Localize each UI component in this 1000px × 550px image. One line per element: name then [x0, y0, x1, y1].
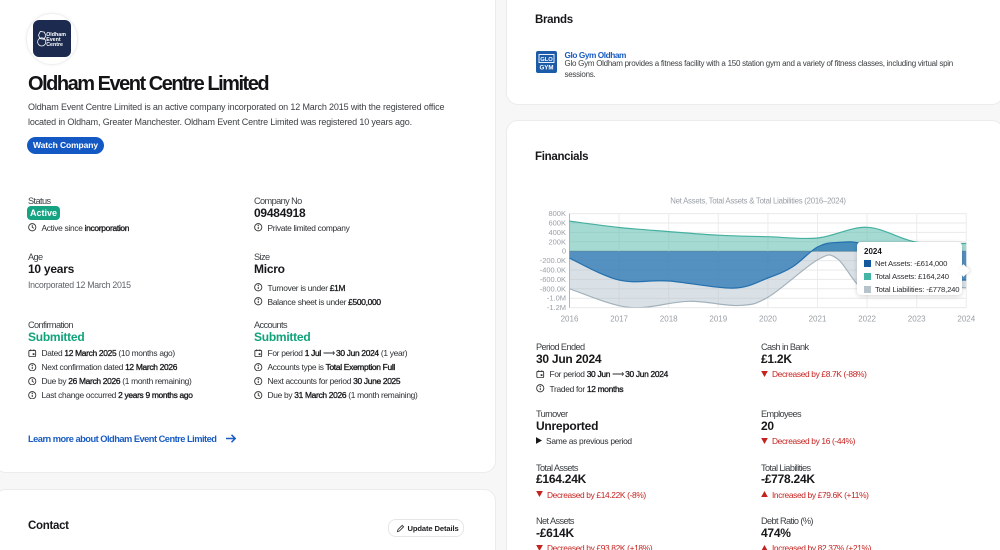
svg-text:2018: 2018 — [660, 315, 678, 324]
svg-text:2019: 2019 — [709, 315, 727, 324]
svg-text:400K: 400K — [548, 228, 566, 237]
svg-text:2024: 2024 — [957, 315, 975, 324]
svg-text:2020: 2020 — [759, 315, 777, 324]
svg-text:600K: 600K — [548, 219, 566, 228]
svg-text:2016: 2016 — [561, 315, 579, 324]
svg-text:Centre: Centre — [46, 41, 63, 47]
svg-text:-1.2M: -1.2M — [547, 303, 566, 312]
svg-text:2021: 2021 — [809, 315, 827, 324]
svg-text:GLO: GLO — [540, 57, 553, 63]
svg-text:2017: 2017 — [610, 315, 628, 324]
svg-text:-800.0K: -800.0K — [540, 284, 566, 293]
svg-text:Event: Event — [46, 37, 61, 43]
svg-text:200K: 200K — [548, 237, 566, 246]
svg-text:Net Assets, Total Assets & Tot: Net Assets, Total Assets & Total Liabili… — [670, 197, 846, 206]
svg-text:-400.0K: -400.0K — [540, 266, 566, 275]
svg-text:2022: 2022 — [858, 315, 876, 324]
svg-text:-200.0K: -200.0K — [540, 256, 566, 265]
svg-text:800K: 800K — [548, 209, 566, 218]
svg-text:GYM: GYM — [539, 65, 553, 72]
svg-text:-600.0K: -600.0K — [540, 275, 566, 284]
svg-text:2023: 2023 — [908, 315, 926, 324]
svg-text:0: 0 — [562, 247, 566, 256]
svg-text:Oldham: Oldham — [46, 31, 66, 37]
svg-text:-1.0M: -1.0M — [547, 294, 566, 303]
